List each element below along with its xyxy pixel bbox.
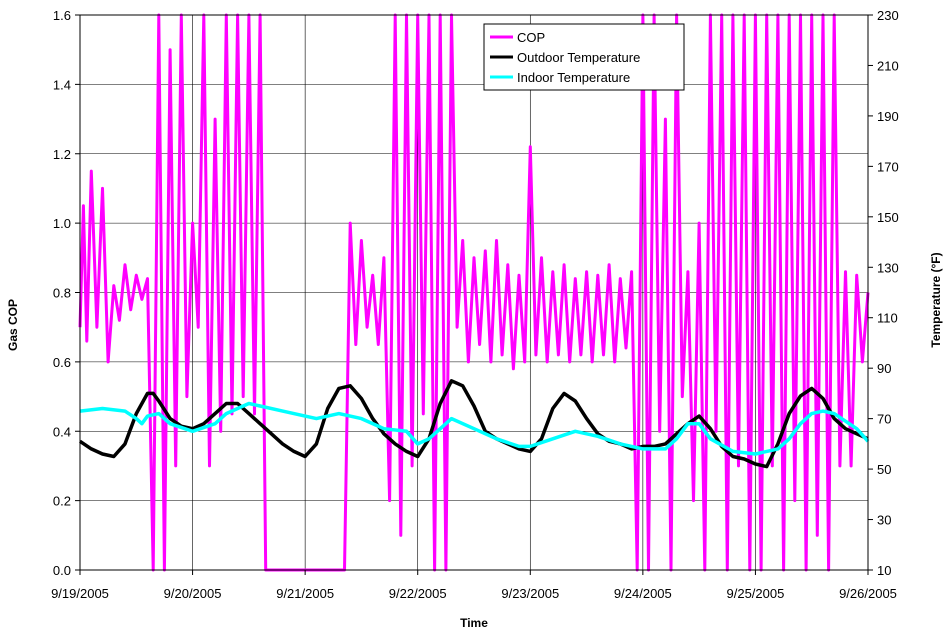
- x-tick-label: 9/23/2005: [501, 586, 559, 601]
- y2-tick-label: 110: [877, 311, 898, 326]
- series-layer: [78, 13, 870, 572]
- axes: [75, 14, 873, 575]
- x-tick-label: 9/21/2005: [276, 586, 334, 601]
- y1-axis-title: Gas COP: [6, 299, 20, 351]
- y2-tick-label: 10: [877, 563, 891, 578]
- y2-tick-label: 170: [877, 159, 899, 174]
- series-line-outdoor-temperature: [79, 379, 869, 469]
- y1-tick-label: 0.4: [53, 424, 71, 439]
- x-tick-label: 9/20/2005: [164, 586, 222, 601]
- series-line-indoor-temperature: [79, 401, 870, 456]
- y2-tick-label: 210: [877, 58, 899, 73]
- y1-tick-label: 1.0: [53, 216, 71, 231]
- y2-axis-title: Temperature (°F): [929, 252, 943, 347]
- y2-tick-label: 150: [877, 210, 899, 225]
- y2-tick-label: 130: [877, 260, 899, 275]
- x-tick-label: 9/24/2005: [614, 586, 672, 601]
- legend: COP Outdoor Temperature Indoor Temperatu…: [483, 23, 685, 91]
- y1-tick-label: 0.0: [53, 563, 71, 578]
- x-tick-label: 9/26/2005: [839, 586, 897, 601]
- y2-tick-label: 30: [877, 513, 891, 528]
- y2-tick-label: 90: [877, 361, 891, 376]
- series-line-cop: [78, 13, 870, 572]
- y1-tick-label: 1.6: [53, 8, 71, 23]
- tick-labels: 9/19/2005 9/20/2005 9/21/2005 9/22/2005 9/23…: [51, 8, 899, 601]
- legend-box: [483, 23, 685, 91]
- y2-tick-label: 190: [877, 109, 899, 124]
- y2-tick-label: 70: [877, 412, 891, 427]
- legend-label-outdoor: Outdoor Temperature: [517, 50, 640, 65]
- y1-tick-label: 0.6: [53, 355, 71, 370]
- y1-tick-label: 1.2: [53, 147, 71, 162]
- x-tick-label: 9/19/2005: [51, 586, 109, 601]
- y1-tick-label: 0.8: [53, 286, 71, 301]
- y2-tick-label: 230: [877, 8, 899, 23]
- legend-label-cop: COP: [517, 30, 545, 45]
- x-tick-label: 9/25/2005: [727, 586, 785, 601]
- x-axis-title: Time: [460, 616, 488, 630]
- y2-tick-label: 50: [877, 462, 891, 477]
- x-tick-label: 9/22/2005: [389, 586, 447, 601]
- y1-tick-label: 1.4: [53, 77, 71, 92]
- legend-label-indoor: Indoor Temperature: [517, 70, 630, 85]
- y1-tick-label: 0.2: [53, 494, 71, 509]
